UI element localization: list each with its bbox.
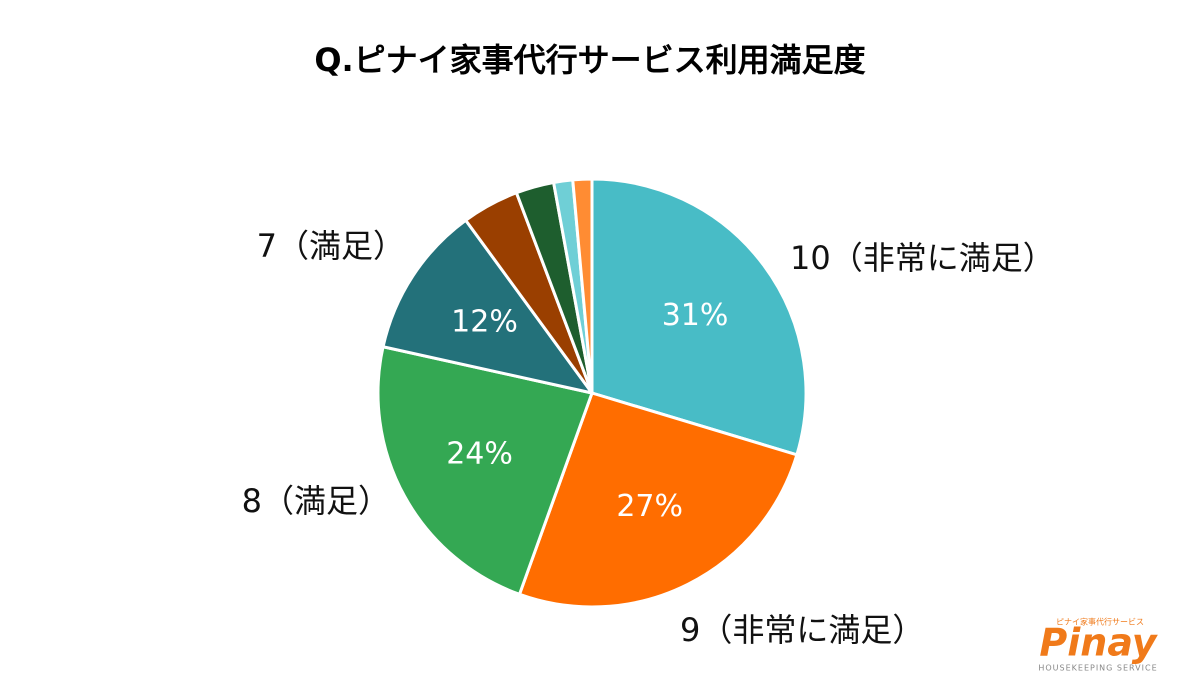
logo: ピナイ家事代行サービス Pinay HOUSEKEEPING SERVICE — [1038, 617, 1158, 673]
category-label: 9（非常に満足） — [680, 611, 924, 649]
pie-slice — [571, 177, 594, 394]
logo-tagline: ピナイ家事代行サービス — [1056, 617, 1144, 627]
pie-slice — [517, 391, 799, 609]
value-label: 24% — [446, 436, 513, 471]
category-label: 10（非常に満足） — [790, 239, 1055, 277]
pie-slice — [590, 177, 808, 457]
logo-name: Pinay — [1039, 621, 1158, 665]
logo-subtitle: HOUSEKEEPING SERVICE — [1038, 664, 1157, 673]
category-label: 8（満足） — [242, 482, 390, 520]
value-label: 12% — [451, 304, 518, 339]
pie-slice — [376, 344, 594, 597]
chart-title: Q.ピナイ家事代行サービス利用満足度 — [314, 41, 865, 79]
pie-slice — [381, 218, 596, 396]
value-label: 27% — [616, 489, 683, 524]
value-label: 31% — [662, 298, 729, 333]
category-label: 7（満足） — [257, 227, 405, 265]
